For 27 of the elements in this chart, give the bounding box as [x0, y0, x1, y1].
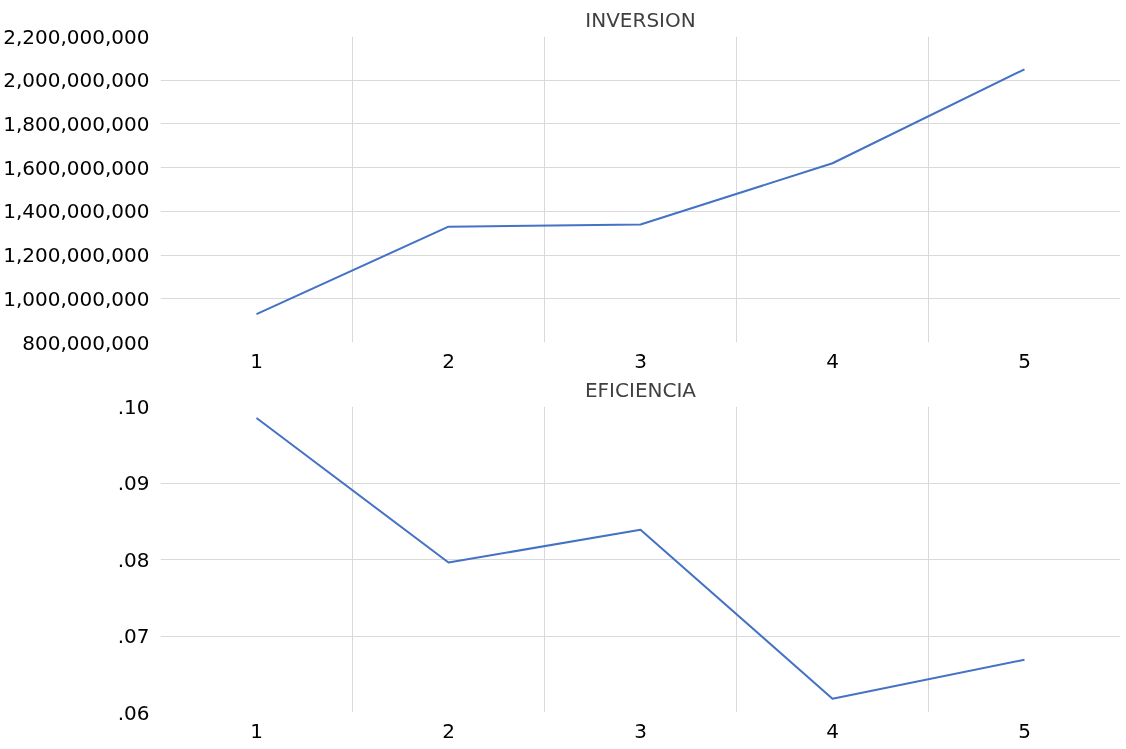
x-tick-label: 5 [1018, 348, 1031, 373]
y-tick-label: .06 [117, 700, 150, 725]
line-series [255, 416, 1026, 700]
x-tick-label: 2 [442, 348, 455, 373]
x-tick-label: 1 [250, 348, 263, 373]
y-tick-label: 1,600,000,000 [3, 155, 150, 180]
x-tick-label: 5 [1018, 718, 1031, 743]
y-tick-label: .07 [117, 624, 150, 648]
chart-title: EFICIENCIA [584, 377, 697, 402]
chart-title: INVERSION [585, 7, 696, 32]
y-tick-label: 2,000,000,000 [3, 68, 150, 93]
x-tick-label: 1 [250, 718, 263, 743]
x-tick-label: 2 [442, 718, 455, 743]
y-tick-label: 1,200,000,000 [3, 243, 150, 268]
x-tick-label: 4 [826, 348, 839, 373]
y-tick-label: .09 [117, 471, 150, 495]
y-tick-label: .10 [117, 394, 150, 419]
x-tick-label: 4 [826, 718, 839, 743]
y-tick-label: 1,800,000,000 [3, 111, 150, 136]
x-tick-label: 3 [634, 718, 647, 743]
y-tick-label: .08 [117, 547, 150, 572]
y-tick-label: 1,000,000,000 [3, 286, 150, 311]
line-series [255, 68, 1026, 316]
x-tick-label: 3 [634, 348, 647, 373]
y-tick-label: 800,000,000 [22, 330, 150, 355]
y-tick-label: 1,400,000,000 [3, 199, 150, 224]
y-tick-label: 2,200,000,000 [3, 24, 150, 49]
